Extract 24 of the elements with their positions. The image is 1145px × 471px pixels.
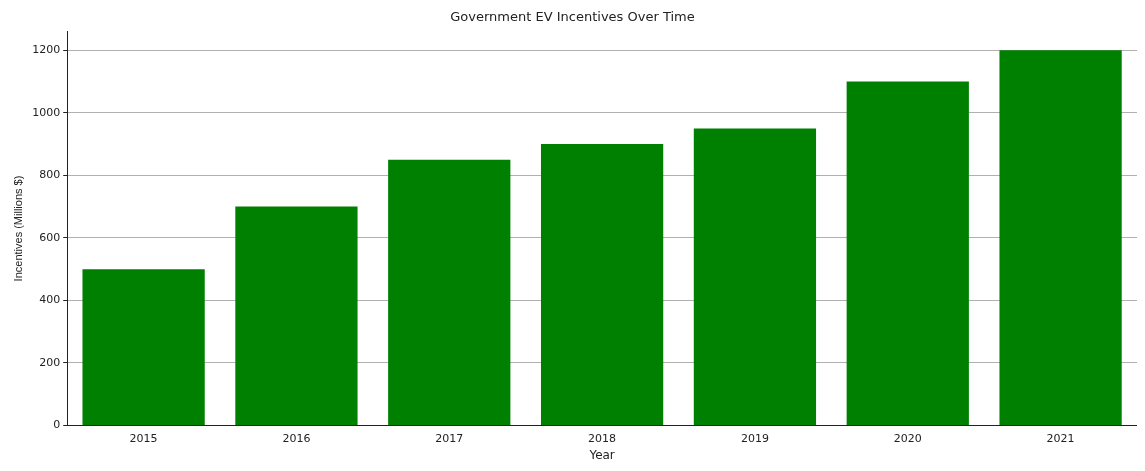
y-tick-label: 200 xyxy=(39,355,61,369)
y-tick-label: 600 xyxy=(39,230,61,244)
x-tick-label: 2016 xyxy=(282,431,311,445)
y-tick-label: 1200 xyxy=(32,43,61,57)
x-tick-label: 2019 xyxy=(740,431,769,445)
x-tick-label: 2020 xyxy=(893,431,922,445)
bar xyxy=(999,50,1122,425)
bar xyxy=(388,159,511,425)
x-tick-label: 2017 xyxy=(435,431,464,445)
bar xyxy=(846,81,969,425)
y-tick-label: 0 xyxy=(53,418,61,432)
x-tick-label: 2015 xyxy=(129,431,158,445)
bar xyxy=(693,128,817,425)
bar xyxy=(82,269,205,425)
x-axis-title: Year xyxy=(588,447,615,462)
bar xyxy=(235,206,358,425)
y-tick-label: 400 xyxy=(39,293,61,307)
x-tick-label: 2018 xyxy=(588,431,617,445)
bar xyxy=(540,144,664,425)
y-tick-label: 1000 xyxy=(32,105,61,119)
x-tick-label: 2021 xyxy=(1046,431,1075,445)
y-axis-title: Incentives (Millions $) xyxy=(11,175,24,282)
y-tick-label: 800 xyxy=(39,168,61,182)
chart-title: Government EV Incentives Over Time xyxy=(450,9,695,25)
